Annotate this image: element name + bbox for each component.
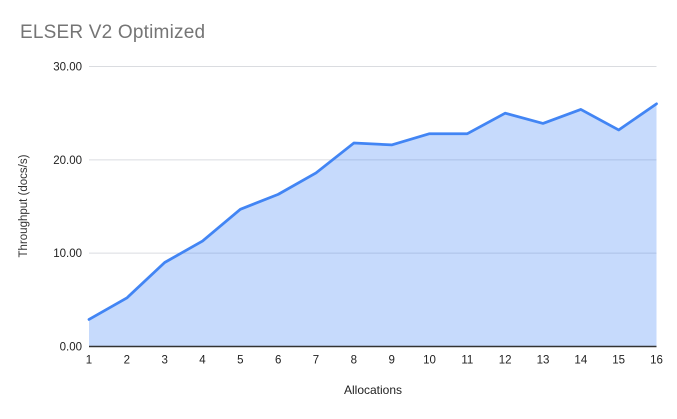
x-tick-label: 4 <box>199 355 206 367</box>
chart-title: ELSER V2 Optimized <box>20 22 206 43</box>
series-area-fill <box>89 103 657 347</box>
x-tick-label: 15 <box>612 355 625 367</box>
y-tick-label: 10.00 <box>53 248 82 260</box>
x-tick-label: 9 <box>388 355 394 367</box>
x-tick-label: 3 <box>161 355 167 367</box>
y-axis-title: Throughput (docs/s) <box>18 154 30 258</box>
x-tick-label: 11 <box>461 355 473 367</box>
x-axis-title: Allocations <box>343 383 403 397</box>
x-tick-label: 16 <box>650 355 663 367</box>
x-tick-label: 8 <box>351 355 357 367</box>
x-tick-label: 5 <box>237 355 243 367</box>
y-tick-label: 20.00 <box>53 155 82 167</box>
x-tick-label: 14 <box>574 355 587 367</box>
x-tick-label: 12 <box>499 355 512 367</box>
x-tick-label: 6 <box>275 355 281 367</box>
x-tick-label: 13 <box>537 355 550 367</box>
x-tick-label: 2 <box>124 355 130 367</box>
y-tick-label: 0.00 <box>60 342 82 354</box>
y-tick-label: 30.00 <box>53 62 82 74</box>
series-line <box>87 102 658 321</box>
x-tick-label: 10 <box>423 355 436 367</box>
x-tick-label: 1 <box>86 355 92 367</box>
x-tick-label: 7 <box>313 355 319 367</box>
